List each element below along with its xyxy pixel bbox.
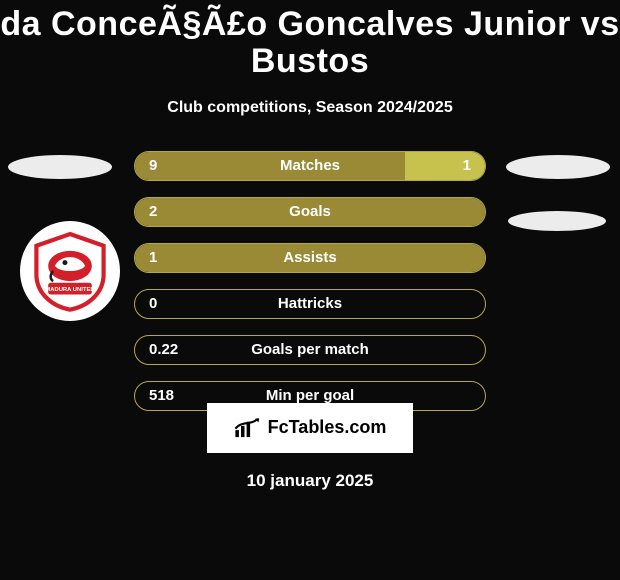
date-label: 10 january 2025 — [0, 471, 620, 491]
svg-text:MADURA UNITED: MADURA UNITED — [45, 287, 94, 293]
fctables-logo-icon — [234, 417, 262, 439]
stat-label: Goals per match — [135, 336, 485, 364]
stat-bar: 9Matches1 — [134, 151, 486, 181]
branding-text: FcTables.com — [268, 417, 387, 438]
right-ellipse-2 — [508, 211, 606, 231]
branding-badge: FcTables.com — [207, 403, 413, 453]
right-ellipse-1 — [506, 155, 610, 179]
club-badge-icon: MADURA UNITED — [28, 229, 112, 313]
subtitle: Club competitions, Season 2024/2025 — [0, 99, 620, 117]
stat-bar: 0.22Goals per match — [134, 335, 486, 365]
stat-bar: 2Goals — [134, 197, 486, 227]
stat-label: Hattricks — [135, 290, 485, 318]
stat-label: Matches — [135, 152, 485, 180]
left-club-badge: MADURA UNITED — [20, 221, 120, 321]
stat-label: Assists — [135, 244, 485, 272]
stat-label: Goals — [135, 198, 485, 226]
left-ellipse-1 — [8, 155, 112, 179]
page-title: da ConceÃ§Ã£o Goncalves Junior vs Bustos — [0, 0, 620, 81]
stat-right-value: 1 — [463, 152, 471, 180]
stat-bar: 1Assists — [134, 243, 486, 273]
stat-bar: 0Hattricks — [134, 289, 486, 319]
stat-bars: 9Matches12Goals1Assists0Hattricks0.22Goa… — [134, 151, 486, 427]
